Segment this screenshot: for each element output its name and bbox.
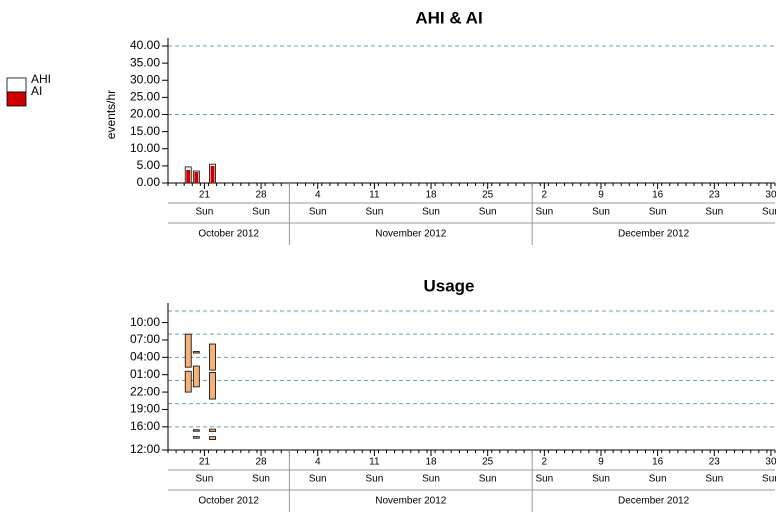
session-bar bbox=[209, 436, 216, 440]
y-tick-label: 0.00 bbox=[137, 175, 161, 189]
y-tick-label: 35.00 bbox=[130, 55, 160, 69]
weekday-label: Sun bbox=[649, 207, 667, 218]
month-label: December 2012 bbox=[618, 496, 690, 507]
x-tick-label: 30 bbox=[765, 457, 776, 468]
month-label: October 2012 bbox=[198, 229, 259, 240]
y-axis-label: events/hr bbox=[104, 90, 118, 139]
weekday-label: Sun bbox=[535, 474, 553, 485]
session-bar bbox=[192, 351, 200, 354]
weekday-label: Sun bbox=[762, 474, 776, 485]
x-tick-label: 23 bbox=[709, 190, 721, 201]
y-tick-label: 12:00 bbox=[130, 442, 160, 456]
x-tick-label: 11 bbox=[369, 457, 380, 468]
legend-swatch bbox=[6, 77, 27, 93]
x-tick-label: 9 bbox=[598, 190, 604, 201]
y-tick-label: 5.00 bbox=[137, 158, 161, 172]
x-tick-label: 30 bbox=[765, 190, 776, 201]
x-tick-label: 4 bbox=[315, 190, 321, 201]
month-label: December 2012 bbox=[618, 229, 690, 240]
legend-label: AHI bbox=[31, 72, 51, 86]
session-bar bbox=[209, 371, 216, 400]
y-tick-label: 25.00 bbox=[130, 90, 160, 104]
session-bar bbox=[192, 365, 200, 388]
weekday-label: Sun bbox=[479, 474, 497, 485]
month-label: November 2012 bbox=[375, 496, 447, 507]
weekday-label: Sun bbox=[309, 207, 327, 218]
legend-label: AI bbox=[31, 84, 42, 98]
y-tick-label: 04:00 bbox=[130, 350, 160, 364]
x-tick-label: 2 bbox=[542, 457, 548, 468]
weekday-label: Sun bbox=[252, 207, 270, 218]
weekday-label: Sun bbox=[649, 474, 667, 485]
x-tick-label: 4 bbox=[315, 457, 321, 468]
x-tick-label: 25 bbox=[482, 457, 494, 468]
y-tick-label: 10:00 bbox=[130, 315, 160, 329]
x-tick-label: 23 bbox=[709, 457, 721, 468]
weekday-label: Sun bbox=[762, 207, 776, 218]
x-tick-label: 2 bbox=[542, 190, 548, 201]
x-tick-label: 28 bbox=[256, 190, 268, 201]
y-tick-label: 01:00 bbox=[130, 367, 160, 381]
session-bar bbox=[184, 370, 192, 393]
weekday-label: Sun bbox=[479, 207, 497, 218]
chart-title: AHI & AI bbox=[415, 8, 482, 27]
session-bar bbox=[192, 436, 200, 439]
x-tick-label: 11 bbox=[369, 190, 380, 201]
weekday-label: Sun bbox=[422, 207, 440, 218]
y-tick-label: 20.00 bbox=[130, 107, 160, 121]
y-tick-label: 10.00 bbox=[130, 141, 160, 155]
y-tick-label: 40.00 bbox=[130, 38, 160, 52]
x-tick-label: 9 bbox=[598, 457, 604, 468]
bar bbox=[186, 169, 191, 183]
weekday-label: Sun bbox=[196, 474, 214, 485]
x-tick-label: 25 bbox=[482, 190, 494, 201]
x-tick-label: 18 bbox=[425, 190, 437, 201]
y-tick-label: 15.00 bbox=[130, 124, 160, 138]
x-tick-label: 28 bbox=[256, 457, 268, 468]
weekday-label: Sun bbox=[535, 207, 553, 218]
weekday-label: Sun bbox=[705, 474, 723, 485]
weekday-label: Sun bbox=[365, 207, 383, 218]
weekday-label: Sun bbox=[592, 474, 610, 485]
y-tick-label: 30.00 bbox=[130, 72, 160, 86]
session-bar bbox=[209, 428, 216, 432]
weekday-label: Sun bbox=[196, 207, 214, 218]
bar bbox=[194, 172, 199, 183]
x-tick-label: 21 bbox=[199, 457, 211, 468]
chart-title: Usage bbox=[423, 276, 474, 295]
x-tick-label: 16 bbox=[652, 190, 664, 201]
y-tick-label: 22:00 bbox=[130, 384, 160, 398]
weekday-label: Sun bbox=[252, 474, 270, 485]
weekday-label: Sun bbox=[365, 474, 383, 485]
x-tick-label: 18 bbox=[425, 457, 437, 468]
weekday-label: Sun bbox=[422, 474, 440, 485]
legend-swatch bbox=[6, 91, 27, 107]
x-tick-label: 16 bbox=[652, 457, 664, 468]
weekday-label: Sun bbox=[705, 207, 723, 218]
weekday-label: Sun bbox=[592, 207, 610, 218]
month-label: October 2012 bbox=[198, 496, 259, 507]
weekday-label: Sun bbox=[309, 474, 327, 485]
session-bar bbox=[184, 333, 192, 368]
y-tick-label: 07:00 bbox=[130, 332, 160, 346]
y-tick-label: 16:00 bbox=[130, 419, 160, 433]
bar bbox=[210, 165, 215, 183]
session-bar bbox=[209, 343, 216, 371]
x-tick-label: 21 bbox=[199, 190, 211, 201]
y-tick-label: 19:00 bbox=[130, 402, 160, 416]
session-bar bbox=[192, 429, 200, 432]
month-label: November 2012 bbox=[375, 229, 447, 240]
